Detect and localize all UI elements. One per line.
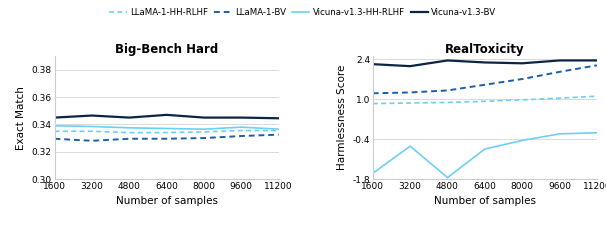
- Title: Big-Bench Hard: Big-Bench Hard: [115, 43, 218, 56]
- Legend: LLaMA-1-HH-RLHF, LLaMA-1-BV, Vicuna-v1.3-HH-RLHF, Vicuna-v1.3-BV: LLaMA-1-HH-RLHF, LLaMA-1-BV, Vicuna-v1.3…: [106, 4, 500, 20]
- X-axis label: Number of samples: Number of samples: [434, 196, 536, 206]
- Y-axis label: Harmlessness Score: Harmlessness Score: [337, 65, 347, 170]
- Title: RealToxicity: RealToxicity: [445, 43, 525, 56]
- Y-axis label: Exact Match: Exact Match: [16, 86, 26, 150]
- X-axis label: Number of samples: Number of samples: [116, 196, 218, 206]
